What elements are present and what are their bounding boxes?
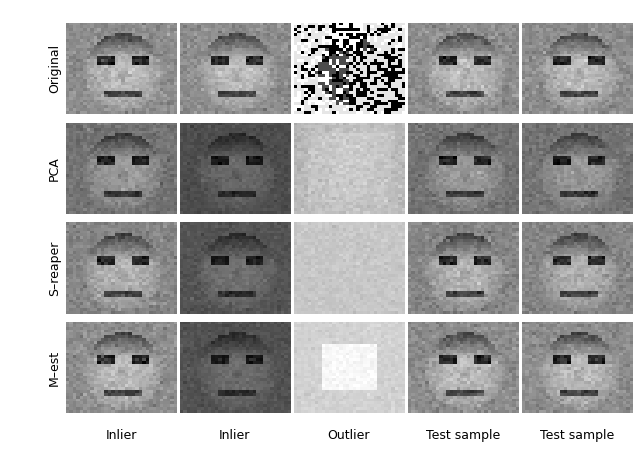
Text: Inlier: Inlier: [219, 429, 251, 442]
Text: Original: Original: [48, 44, 61, 93]
Text: Outlier: Outlier: [328, 429, 370, 442]
Text: Test sample: Test sample: [426, 429, 500, 442]
Text: Test sample: Test sample: [540, 429, 614, 442]
Text: S–reaper: S–reaper: [48, 240, 61, 295]
Text: Inlier: Inlier: [105, 429, 137, 442]
Text: PCA: PCA: [48, 156, 61, 181]
Text: M–est: M–est: [48, 349, 61, 386]
